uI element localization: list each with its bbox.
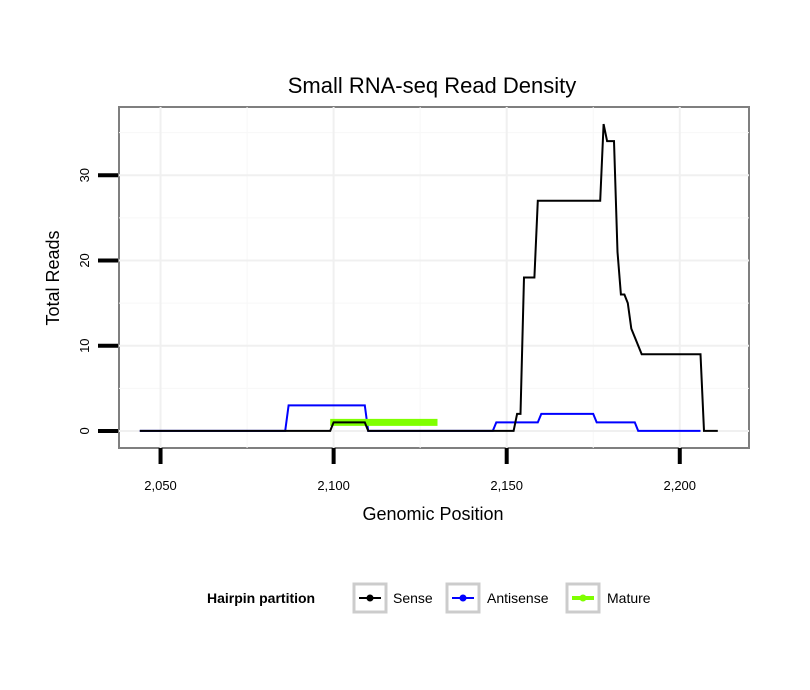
plot-panel [118, 106, 750, 449]
y-tick-label: 20 [77, 253, 92, 267]
y-axis: 0 10 20 30 [77, 168, 118, 435]
x-tick-label: 2,100 [317, 478, 350, 493]
x-axis-title: Genomic Position [362, 504, 503, 524]
chart-title: Small RNA-seq Read Density [288, 73, 577, 98]
legend-label-mature: Mature [607, 590, 651, 606]
legend: Hairpin partition Sense Antisense Mature [207, 582, 651, 614]
y-tick-label: 0 [77, 427, 92, 434]
x-tick-label: 2,050 [144, 478, 177, 493]
series-line-sense [139, 123, 718, 432]
y-tick-label: 30 [77, 168, 92, 182]
legend-title: Hairpin partition [207, 590, 315, 606]
legend-item-antisense: Antisense [445, 582, 549, 614]
x-axis: 2,050 2,100 2,150 2,200 [144, 448, 696, 493]
legend-key-point [579, 594, 587, 602]
x-tick-label: 2,200 [663, 478, 696, 493]
series-layer [139, 123, 718, 432]
y-axis-title: Total Reads [43, 230, 63, 325]
x-tick-label: 2,150 [490, 478, 523, 493]
legend-label-sense: Sense [393, 590, 433, 606]
y-tick-label: 10 [77, 338, 92, 352]
legend-key-point [366, 594, 374, 602]
legend-item-sense: Sense [352, 582, 433, 614]
legend-label-antisense: Antisense [487, 590, 549, 606]
legend-item-mature: Mature [565, 582, 651, 614]
series-line-antisense [139, 404, 701, 432]
legend-key-point [459, 594, 467, 602]
